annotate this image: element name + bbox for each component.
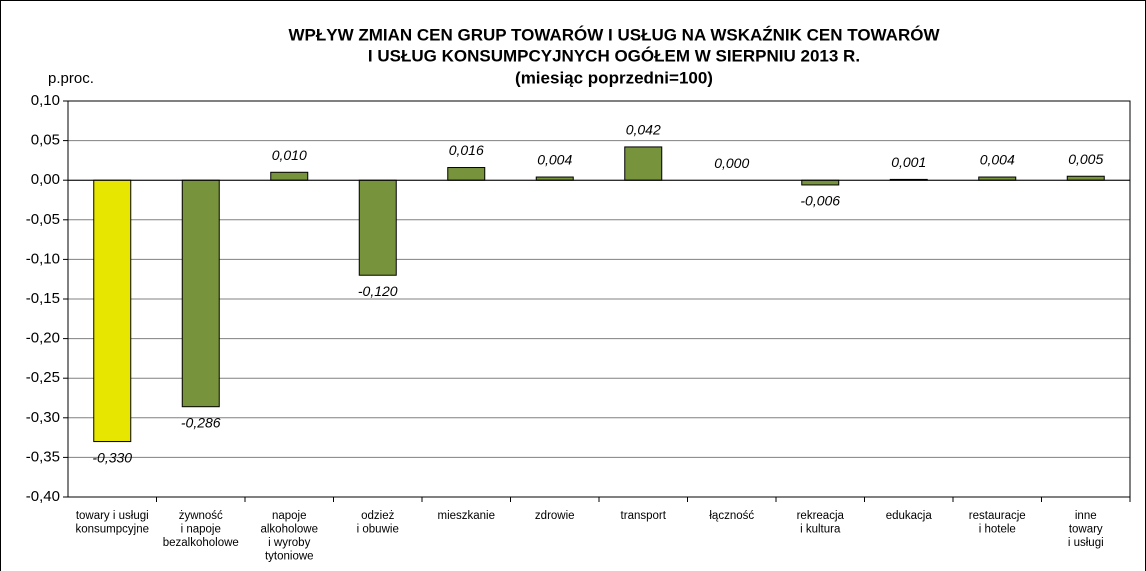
y-tick-label: 0,10 [31,92,60,109]
x-tick-label: zdrowie [535,510,575,522]
x-tick-label: napoje [272,510,307,522]
data-label: 0,004 [537,152,572,168]
x-tick-label: alkoholowe [260,524,318,536]
bar [358,179,397,276]
x-tick-label: i kultura [800,524,841,536]
bar [93,179,132,443]
x-tick-label: i napoje [181,524,221,536]
data-label: 0,004 [980,152,1015,168]
data-label: 0,000 [714,155,749,171]
x-tick-label: konsumpcyjne [75,524,149,536]
x-tick-label: mieszkanie [437,510,495,522]
chart-subtitle: (miesiąc poprzedni=100) [515,68,713,87]
bar [624,146,663,181]
y-tick-label: -0,25 [26,369,60,386]
x-tick-label: restauracje [969,510,1026,522]
x-tick-label: i usługi [1068,537,1104,549]
data-label: 0,001 [891,154,926,170]
y-tick-label: -0,20 [26,330,60,347]
x-tick-label: transport [621,510,667,522]
bar [801,179,840,186]
y-tick-label: 0,00 [31,171,60,188]
bar [270,171,309,181]
data-label: -0,120 [358,283,398,299]
y-tick-label: -0,15 [26,290,60,307]
x-tick-label: żywność [179,510,223,522]
y-tick-label: -0,10 [26,250,60,267]
data-label: -0,006 [800,193,840,209]
x-tick-label: towary i usługi [76,510,149,522]
data-label: -0,286 [181,414,221,430]
y-tick-label: -0,40 [26,488,60,505]
x-tick-label: i wyroby [268,537,310,549]
x-tick-label: edukacja [886,510,933,522]
data-label: -0,330 [92,449,132,465]
data-label: 0,042 [626,122,661,138]
x-tick-label: towary [1069,524,1103,536]
y-tick-label: 0,05 [31,132,60,149]
x-tick-label: łączność [709,510,754,522]
data-label: 0,016 [449,142,484,158]
data-label: 0,010 [272,147,307,163]
chart-title: I USŁUG KONSUMPCYJNYCH OGÓŁEM W SIERPNIU… [368,46,860,65]
y-axis-label: p.proc. [48,70,94,87]
x-tick-label: i obuwie [357,524,399,536]
y-tick-label: -0,35 [26,448,60,465]
x-tick-label: i hotele [979,524,1016,536]
chart-title: WPŁYW ZMIAN CEN GRUP TOWARÓW I USŁUG NA … [288,25,940,44]
x-tick-label: inne [1075,510,1097,522]
x-tick-label: tytoniowe [265,551,314,563]
bar [447,167,486,181]
y-tick-label: -0,05 [26,211,60,228]
x-tick-label: rekreacja [797,510,845,522]
x-tick-label: odzież [361,510,394,522]
bar [1066,175,1105,181]
y-tick-label: -0,30 [26,409,60,426]
bar [181,179,220,408]
x-tick-label: bezalkoholowe [163,537,239,549]
data-label: 0,005 [1068,151,1103,167]
